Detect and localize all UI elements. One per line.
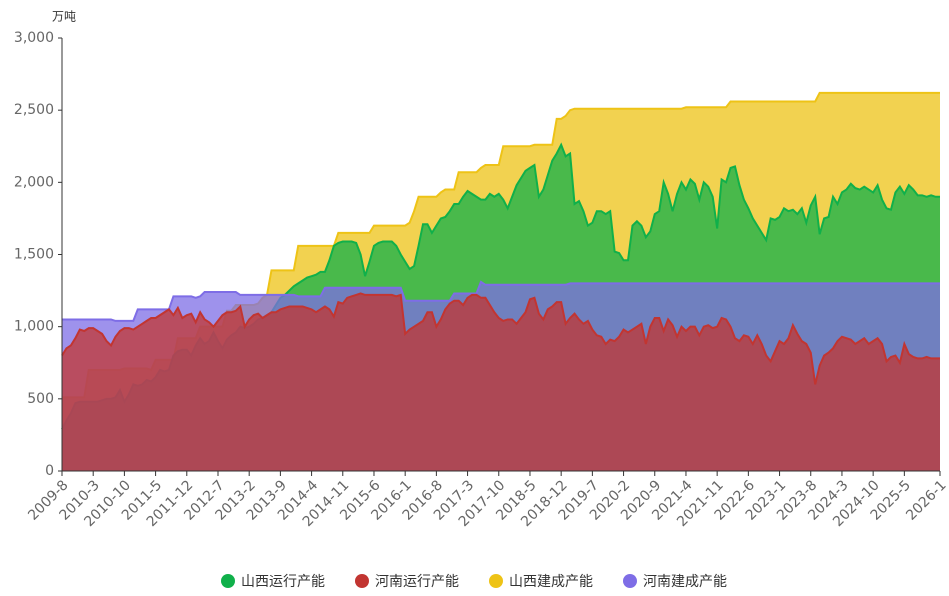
x-tick-label: 2026-1 <box>903 477 949 523</box>
legend-label: 山西运行产能 <box>241 574 325 590</box>
legend-marker <box>355 574 369 588</box>
y-tick-label: 1,000 <box>14 319 54 335</box>
y-tick-label: 3,000 <box>14 30 54 46</box>
legend: 山西运行产能 河南运行产能 山西建成产能 河南建成产能 <box>221 574 727 590</box>
legend-label: 河南建成产能 <box>643 574 727 590</box>
legend-label: 河南运行产能 <box>375 574 459 590</box>
legend-item: 山西建成产能 <box>489 574 593 590</box>
legend-label: 山西建成产能 <box>509 574 593 590</box>
legend-item: 山西运行产能 <box>221 574 325 590</box>
series-line <box>62 280 940 322</box>
y-unit: 万吨 <box>52 10 76 24</box>
y-tick-label: 2,500 <box>14 102 54 118</box>
legend-marker <box>489 574 503 588</box>
legend-marker <box>623 574 637 588</box>
y-tick-label: 2,000 <box>14 174 54 190</box>
series-line <box>61 292 940 385</box>
y-tick-label: 500 <box>27 391 54 407</box>
legend-item: 河南运行产能 <box>355 574 459 590</box>
y-tick-label: 1,500 <box>14 247 54 263</box>
plot <box>61 91 940 471</box>
area-fill <box>62 293 940 471</box>
y-tick-label: 0 <box>45 463 54 479</box>
legend-item: 河南建成产能 <box>623 574 727 590</box>
legend-marker <box>221 574 235 588</box>
